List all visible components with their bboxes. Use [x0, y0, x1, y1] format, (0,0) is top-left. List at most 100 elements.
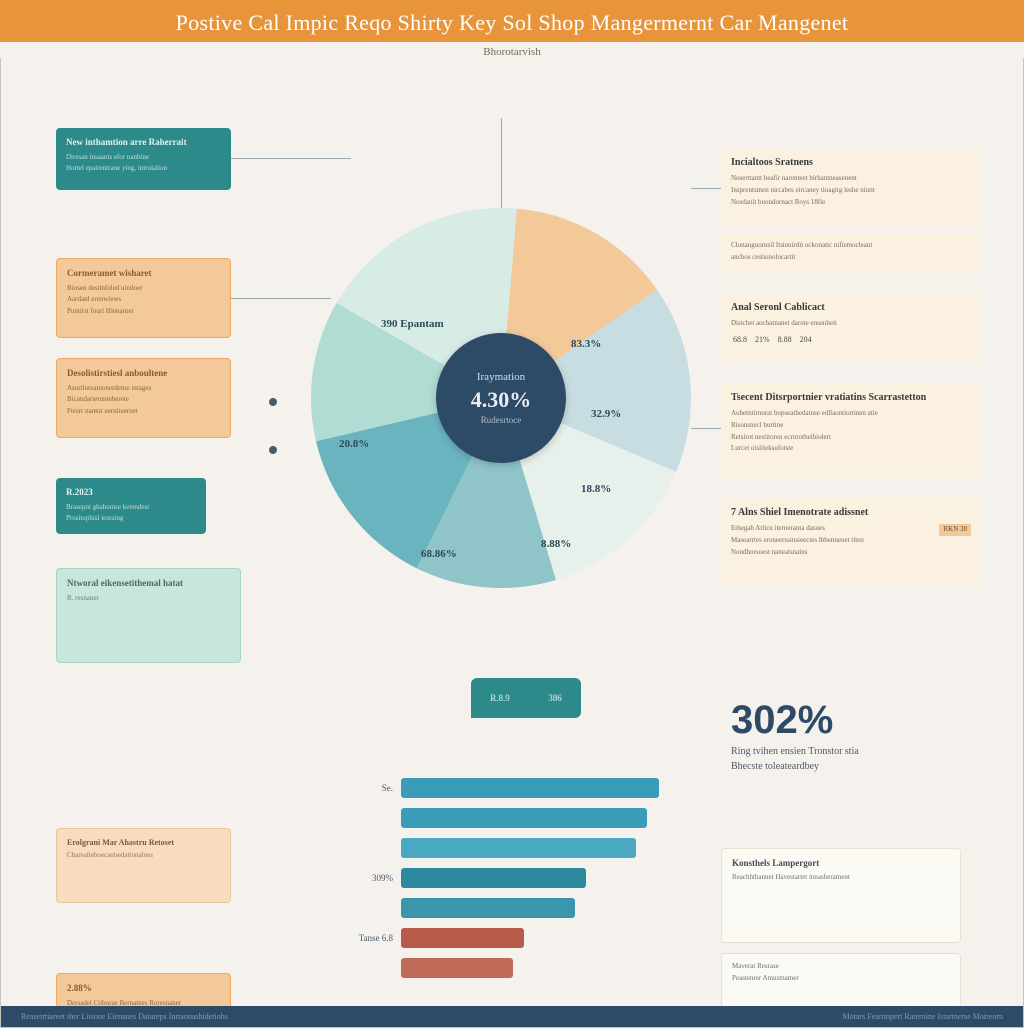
card-title: R.2023: [66, 486, 196, 499]
bar-chart: Se. 309% Tanse 6.8: [341, 778, 691, 1008]
bar-label: 309%: [341, 873, 401, 883]
bar: [401, 928, 524, 948]
card-body-line: Aardanl erenwiews: [67, 295, 220, 305]
bar-row: [341, 808, 691, 828]
card-body-line: Lurcet oisliteksufotste: [731, 444, 971, 454]
footer-right: Motars Feartinpert Raternine Istartnerse…: [843, 1012, 1003, 1021]
bar-label: Se.: [341, 783, 401, 793]
bar-label: Tanse 6.8: [341, 933, 401, 943]
pie-center-sub: Rudesrtoce: [481, 415, 522, 425]
mini-bar-shape: R.8.9 386: [471, 678, 581, 718]
infographic-canvas: Iraymation 4.30% Rudesrtoce 390 Epantam 8…: [0, 58, 1024, 1028]
info-card: Konsthels Lampergort Reachhthannet Havest…: [721, 848, 961, 943]
info-card: R.2023 Brasepnt ghahomse ketendestProsito…: [56, 478, 206, 534]
card-body-line: Insprentsmen nircabes eircaney tioagitg …: [731, 186, 971, 196]
card-body-line: Diresan insaanis efor nanbine: [66, 153, 221, 163]
big-stat-value: 302%: [731, 698, 859, 743]
info-card: Ntworal eikensetithemal hatat R. resnaner: [56, 568, 241, 663]
card-body-line: Bicandarierunteherete: [67, 395, 220, 405]
info-card: Desolistirstiesl anboultene Asorilnreatno…: [56, 358, 231, 438]
bar-row: Tanse 6.8: [341, 928, 691, 948]
bar-row: [341, 838, 691, 858]
card-body-line: Nosdanit buondornact Roys 18fie: [731, 198, 971, 208]
card-title: 2.88%: [67, 982, 220, 995]
info-card: Incialtoos Sratnens Noserttantt heafir na…: [721, 148, 981, 226]
card-body-line: Maverat Resrase: [732, 962, 950, 972]
card-title: Tsecent Ditsrportnier vratiatins Scarras…: [731, 391, 971, 405]
bar: [401, 958, 513, 978]
card-body-line: Brasepnt ghahomse ketendest: [66, 503, 196, 513]
connector-dot: [269, 398, 277, 406]
page-title: Postive Cal Impic Reqo Shirty Key Sol Sh…: [20, 10, 1004, 36]
connector-dot: [269, 446, 277, 454]
pie-slice-label: 18.8%: [581, 483, 611, 495]
card-title: Incialtoos Sratnens: [731, 156, 971, 170]
pie-slice-label: 20.8%: [339, 438, 369, 450]
pie-center-title: Iraymation: [477, 371, 525, 383]
info-card: 7 Alns Shiel Imenotrate adissnetRKN 38Et…: [721, 498, 981, 583]
card-title: Anal Seronl Cablicact: [731, 301, 971, 315]
bar-row: [341, 898, 691, 918]
card-title: 7 Alns Shiel Imenotrate adissnet: [731, 506, 971, 520]
card-title: Ntworal eikensetithemal hatat: [67, 577, 230, 590]
card-body-line: anchos cestionolocartit: [731, 253, 971, 263]
bar: [401, 838, 636, 858]
bar-row: [341, 958, 691, 978]
card-body-line: Charealieboecaelsedationalnes: [67, 851, 220, 861]
info-card: Maverat ResrasePeastenrer Amustnamer: [721, 953, 961, 1008]
bar: [401, 898, 575, 918]
card-title: Konsthels Lampergort: [732, 857, 950, 870]
card-body-line: Aohetntirnorat bopseathedatnse edllaonti…: [731, 409, 971, 419]
card-body-line: Distchet aocbatnanet darote ensenheit: [731, 319, 971, 329]
pie-slice-label: 32.9%: [591, 408, 621, 420]
card-title: Cormeramet wisharet: [67, 267, 220, 280]
info-card: Clonanguornsil Itstenirdit ockonatic nif…: [721, 233, 981, 273]
mini-bar-label-1: R.8.9: [490, 693, 510, 703]
connector-line: [231, 158, 351, 159]
card-title: Desolistirstiesl anboultene: [67, 367, 220, 380]
card-body-line: Reachhthannet Havestartet innasherament: [732, 873, 950, 883]
big-stat: 302% Ring tvihen ensien Tronstor stia Bh…: [731, 698, 859, 773]
pie-chart: Iraymation 4.30% Rudesrtoce 390 Epantam 8…: [311, 208, 691, 588]
header: Postive Cal Impic Reqo Shirty Key Sol Sh…: [0, 0, 1024, 42]
card-body-line: Pumirst fourt Hienarner: [67, 307, 220, 317]
info-card: Tsecent Ditsrportnier vratiatins Scarras…: [721, 383, 981, 478]
footer-left: Reasetrtiareet ther Litsone Eienanes Dat…: [21, 1012, 228, 1021]
info-card: Anal Seronl Cablicact Distchet aocbatnane…: [721, 293, 981, 363]
bar: [401, 778, 659, 798]
connector-line: [501, 118, 502, 208]
card-body-line: Hortel epatrentrane ying, introlalion: [66, 164, 221, 174]
card-body-line: Nondhorsoest naneatsnains: [731, 548, 971, 558]
card-body-line: R. resnaner: [67, 594, 230, 604]
big-stat-desc-2: Bhecste toleateardbey: [731, 760, 859, 773]
card-body-line: Noserttantt heafir narenteet birhantneas…: [731, 174, 971, 184]
big-stat-desc-1: Ring tvihen ensien Tronstor stia: [731, 745, 859, 758]
bar: [401, 808, 647, 828]
card-body-line: Ftesrr nantot nerniteernet: [67, 407, 220, 417]
card-mini-table: 68.821%8.88204: [731, 331, 820, 348]
connector-line: [231, 298, 331, 299]
card-body-line: Prositophisl iesraing: [66, 514, 196, 524]
pie-slice-label: 8.88%: [541, 538, 571, 550]
info-card: Erolgrani Mar Ahastru Retoset Charealiebo…: [56, 828, 231, 903]
page-subtitle: Bhorotarvish: [0, 46, 1024, 58]
card-title: New inthamtion arre Raherrait: [66, 136, 221, 149]
mini-bar-label-2: 386: [548, 693, 562, 703]
connector-line: [691, 188, 721, 189]
card-body-line: Ethegah Atlicn iterneranta dasues: [731, 524, 971, 534]
pie-slice-label: 390 Epantam: [381, 318, 444, 330]
card-body-line: Biosen destinfoled uindoer: [67, 284, 220, 294]
card-body-line: Masearrtes eroneerssinsieectes lbbennene…: [731, 536, 971, 546]
bar: [401, 868, 586, 888]
pie-center: Iraymation 4.30% Rudesrtoce: [436, 333, 566, 463]
pie-slice-label: 68.86%: [421, 548, 457, 560]
card-body-line: Asorilnreatnonerdeme intages: [67, 384, 220, 394]
card-title: Erolgrani Mar Ahastru Retoset: [67, 837, 220, 848]
info-card: Cormeramet wisharet Biosen destinfoled ui…: [56, 258, 231, 338]
bar-row: 309%: [341, 868, 691, 888]
pie-center-value: 4.30%: [471, 387, 532, 413]
card-body-line: Risonsnecl burtine: [731, 421, 971, 431]
pie-slice-label: 83.3%: [571, 338, 601, 350]
bar-row: Se.: [341, 778, 691, 798]
connector-line: [691, 428, 721, 429]
